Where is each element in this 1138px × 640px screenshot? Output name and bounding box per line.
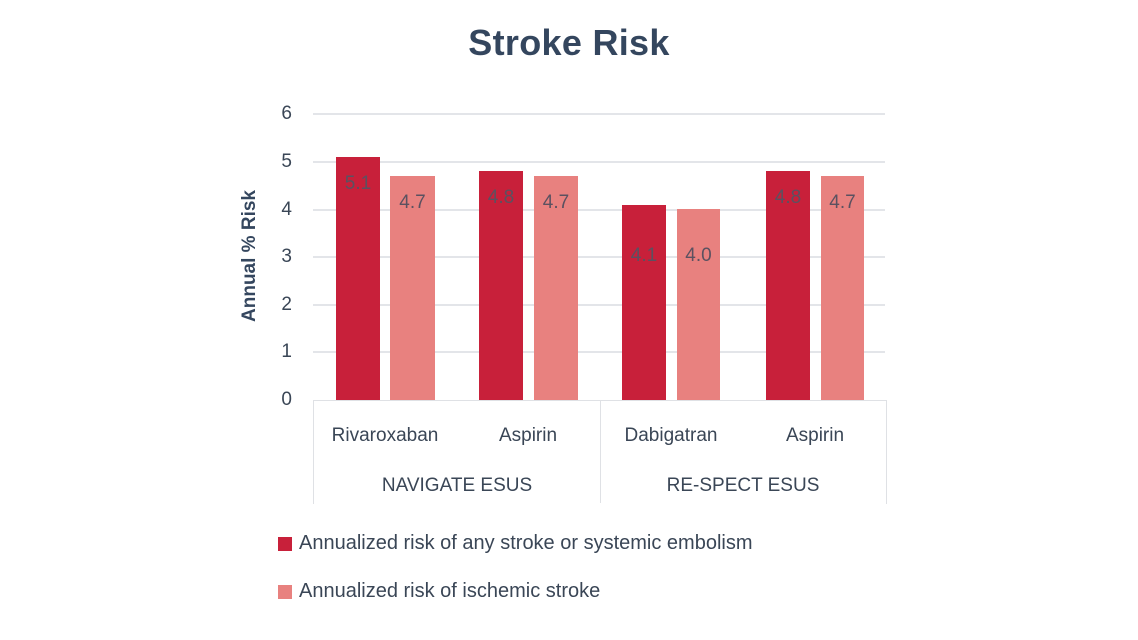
gridline bbox=[313, 256, 885, 258]
bar-value-label: 4.8 bbox=[487, 187, 515, 208]
legend-label: Annualized risk of any stroke or systemi… bbox=[299, 532, 753, 554]
legend-item-any-stroke: Annualized risk of any stroke or systemi… bbox=[278, 532, 753, 555]
gridline bbox=[313, 351, 885, 353]
category-label: Aspirin bbox=[785, 425, 845, 446]
bar-value-label: 4.7 bbox=[542, 192, 570, 213]
bar-aspirin-respect-any-stroke: 4.8 bbox=[766, 171, 810, 400]
bar-value-label: 4.7 bbox=[399, 192, 426, 213]
bar-aspirin-navigate-any-stroke: 4.8 bbox=[479, 171, 523, 400]
y-tick-3: 3 bbox=[281, 246, 292, 267]
y-tick-5: 5 bbox=[281, 151, 292, 172]
category-label: Dabigatran bbox=[624, 425, 718, 446]
legend-label: Annualized risk of ischemic stroke bbox=[299, 580, 601, 602]
category-label: Aspirin bbox=[498, 425, 558, 446]
chart-title: Stroke Risk bbox=[468, 22, 670, 63]
gridline bbox=[313, 161, 885, 163]
bar-rivaroxaban-any-stroke: 5.1 bbox=[336, 157, 380, 400]
bar-value-label: 4.7 bbox=[829, 192, 856, 213]
y-tick-0: 0 bbox=[281, 389, 292, 410]
bar-aspirin-respect-ischemic: 4.7 bbox=[821, 176, 864, 400]
gridline bbox=[313, 209, 885, 211]
y-axis-label: Annual % Risk bbox=[239, 190, 260, 322]
y-tick-6: 6 bbox=[281, 103, 292, 124]
bar-dabigatran-any-stroke: 4.1 bbox=[622, 205, 666, 400]
y-tick-1: 1 bbox=[281, 341, 292, 362]
group-divider bbox=[600, 400, 601, 503]
group-label: RE-SPECT ESUS bbox=[666, 475, 820, 496]
y-tick-2: 2 bbox=[281, 294, 292, 315]
legend-item-ischemic: Annualized risk of ischemic stroke bbox=[278, 580, 600, 603]
group-label: NAVIGATE ESUS bbox=[381, 475, 533, 496]
bar-value-label: 4.0 bbox=[685, 245, 712, 266]
bar-value-label: 5.1 bbox=[344, 173, 372, 194]
bar-aspirin-navigate-ischemic: 4.7 bbox=[534, 176, 578, 400]
legend-swatch-icon bbox=[278, 584, 292, 599]
legend-swatch-icon bbox=[278, 536, 292, 551]
category-label: Rivaroxaban bbox=[331, 425, 439, 446]
bar-value-label: 4.1 bbox=[630, 245, 658, 266]
bar-rivaroxaban-ischemic: 4.7 bbox=[390, 176, 435, 400]
gridline bbox=[313, 113, 885, 115]
gridline bbox=[313, 304, 885, 306]
bar-dabigatran-ischemic: 4.0 bbox=[677, 209, 720, 400]
bar-value-label: 4.8 bbox=[774, 187, 802, 208]
y-tick-4: 4 bbox=[281, 199, 292, 220]
